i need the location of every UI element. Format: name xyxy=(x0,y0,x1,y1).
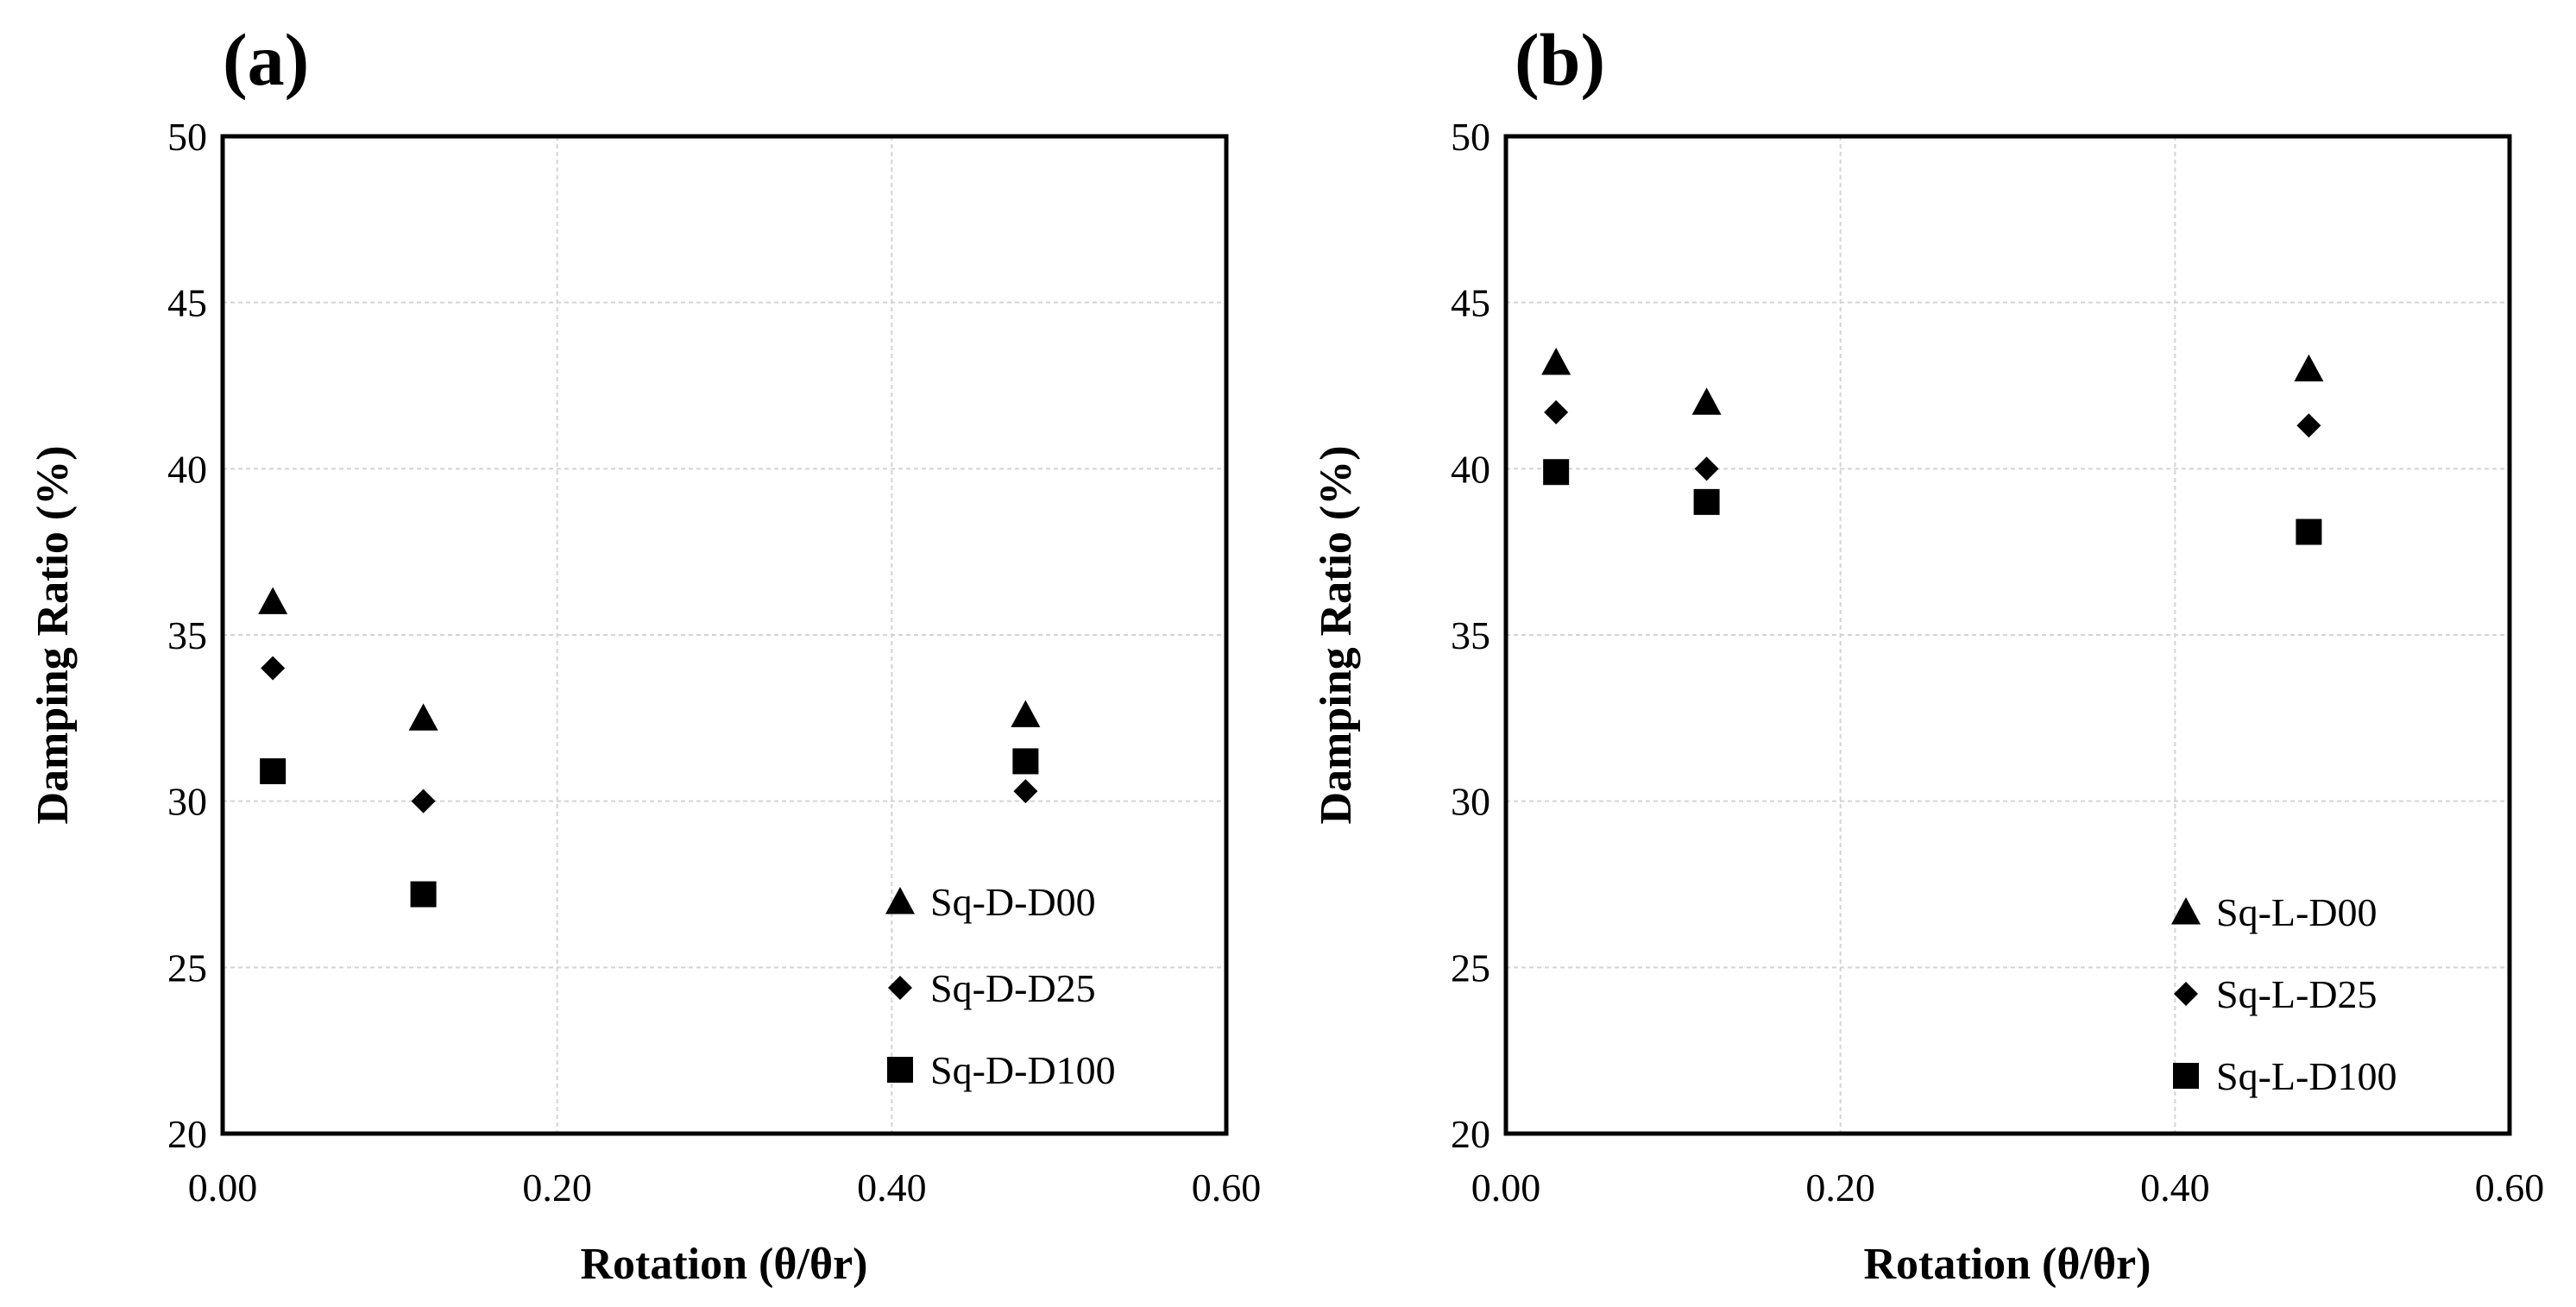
data-point-sq-d-d100 xyxy=(410,881,437,908)
y-tick-label: 45 xyxy=(167,281,207,325)
data-point-sq-l-d00 xyxy=(1691,387,1722,415)
data-points-b xyxy=(1541,348,2324,545)
x-tick-label: 0.20 xyxy=(522,1166,592,1210)
legend-symbol xyxy=(885,887,915,914)
y-tick-label: 30 xyxy=(167,780,207,824)
legend-entry-sq-d-d25: Sq-D-D25 xyxy=(888,966,1096,1010)
x-tick-label: 0.00 xyxy=(188,1166,258,1210)
x-tick-labels-a: 0.00 0.20 0.40 0.60 xyxy=(188,1166,1262,1210)
y-tick-label: 20 xyxy=(167,1112,207,1156)
legend-marker-triangle xyxy=(2171,897,2201,925)
data-point-sq-l-d25 xyxy=(1544,399,1569,424)
y-tick-label: 50 xyxy=(1451,115,1490,159)
chart-panel-b: (b) 20 25 30 35 40 45 50 0.00 0.20 0.40 0.60 Rota… xyxy=(1312,18,2544,1289)
legend-marker-triangle xyxy=(885,887,915,914)
legend-entry-sq-l-d25: Sq-L-D25 xyxy=(2174,972,2378,1016)
data-point-sq-l-d00 xyxy=(1541,348,1571,375)
x-tick-label: 0.40 xyxy=(857,1166,927,1210)
data-points-a xyxy=(258,587,1041,908)
legend-label: Sq-D-D00 xyxy=(930,880,1096,924)
y-tick-labels-a: 20 25 30 35 40 45 50 xyxy=(167,115,207,1156)
legend-b: Sq-L-D00 Sq-L-D25 Sq-L-D100 xyxy=(2171,890,2397,1098)
legend-marker-diamond xyxy=(2174,982,2198,1006)
data-point-sq-l-d25 xyxy=(1694,456,1719,481)
x-tick-label: 0.60 xyxy=(1192,1166,1262,1210)
chart-panel-a: (a) 20 25 30 35 40 45 50 0.00 0.20 0.40 0.60 Rota… xyxy=(28,18,1261,1289)
y-tick-label: 50 xyxy=(167,115,207,159)
data-point-sq-d-d100 xyxy=(260,757,287,784)
y-tick-label: 40 xyxy=(1451,447,1490,491)
data-point-sq-l-d100 xyxy=(1693,488,1720,515)
y-tick-label: 35 xyxy=(1451,613,1490,657)
x-tick-label: 0.60 xyxy=(2475,1166,2545,1210)
legend-label: Sq-L-D100 xyxy=(2216,1054,2397,1098)
legend-label: Sq-L-D25 xyxy=(2216,972,2378,1016)
legend-entry-sq-d-d00: Sq-D-D00 xyxy=(885,880,1096,924)
data-point-sq-l-d00 xyxy=(2294,354,2324,382)
legend-label: Sq-L-D00 xyxy=(2216,890,2378,934)
legend-symbol xyxy=(2173,1063,2199,1089)
y-axis-title-b: Damping Ratio (%) xyxy=(1312,445,1361,824)
plot-frame-a xyxy=(220,134,1229,1136)
data-point-sq-d-d25 xyxy=(1013,779,1038,804)
y-axis-title-a: Damping Ratio (%) xyxy=(28,445,78,824)
x-tick-label: 0.00 xyxy=(1471,1166,1541,1210)
legend-label: Sq-D-D100 xyxy=(930,1048,1116,1092)
data-point-sq-l-d25 xyxy=(2296,413,2321,438)
x-tick-labels-b: 0.00 0.20 0.40 0.60 xyxy=(1471,1166,2545,1210)
legend-label: Sq-D-D25 xyxy=(930,966,1096,1010)
data-point-sq-l-d100 xyxy=(2296,518,2322,545)
panel-label-a: (a) xyxy=(223,18,309,101)
y-tick-label: 35 xyxy=(167,613,207,657)
plot-frame-b xyxy=(1503,134,2512,1136)
y-tick-label: 45 xyxy=(1451,281,1490,325)
data-point-sq-d-d100 xyxy=(1012,748,1039,775)
x-axis-title-b: Rotation (θ/θr) xyxy=(1864,1240,2151,1289)
x-axis-title-a: Rotation (θ/θr) xyxy=(581,1240,868,1289)
data-point-sq-d-d00 xyxy=(258,587,288,614)
y-tick-label: 25 xyxy=(167,946,207,990)
data-point-sq-d-d25 xyxy=(261,656,286,681)
legend-symbol xyxy=(2171,897,2201,925)
data-point-sq-d-d00 xyxy=(408,703,438,731)
legend-symbol xyxy=(2174,982,2198,1006)
data-point-sq-d-d25 xyxy=(411,789,436,814)
x-tick-label: 0.40 xyxy=(2140,1166,2210,1210)
legend-symbol xyxy=(887,1057,913,1083)
legend-entry-sq-l-d00: Sq-L-D00 xyxy=(2171,890,2378,934)
legend-marker-square xyxy=(887,1057,913,1083)
legend-marker-square xyxy=(2173,1063,2199,1089)
data-point-sq-d-d00 xyxy=(1011,700,1041,727)
data-point-sq-l-d100 xyxy=(1543,459,1570,486)
legend-entry-sq-d-d100: Sq-D-D100 xyxy=(887,1048,1116,1092)
x-tick-label: 0.20 xyxy=(1805,1166,1875,1210)
legend-entry-sq-l-d100: Sq-L-D100 xyxy=(2173,1054,2397,1098)
legend-symbol xyxy=(888,976,912,1000)
legend-a: Sq-D-D00 Sq-D-D25 Sq-D-D100 xyxy=(885,880,1116,1092)
y-tick-label: 40 xyxy=(167,447,207,491)
y-tick-label: 25 xyxy=(1451,946,1490,990)
panel-label-b: (b) xyxy=(1515,18,1605,101)
legend-marker-diamond xyxy=(888,976,912,1000)
y-tick-labels-b: 20 25 30 35 40 45 50 xyxy=(1451,115,1490,1156)
y-tick-label: 20 xyxy=(1451,1112,1490,1156)
y-tick-label: 30 xyxy=(1451,780,1490,824)
